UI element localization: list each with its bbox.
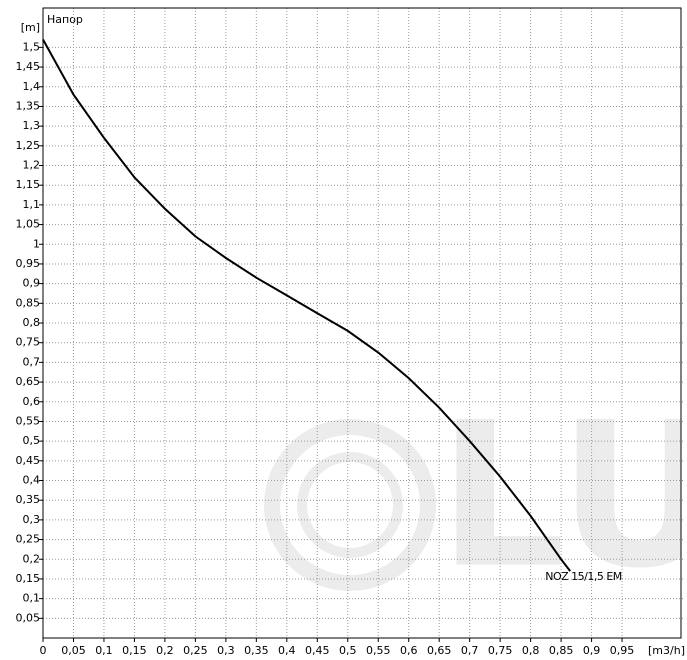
x-tick-label: 0,85 [549,644,574,657]
y-tick-label: 0,65 [16,375,41,388]
x-tick-label: 0,55 [366,644,391,657]
y-tick-label: 0,5 [23,434,41,447]
x-tick-label: 0,4 [278,644,296,657]
y-tick-label: 0,8 [23,316,41,329]
y-axis-label: [m] [21,21,40,34]
x-tick-label: 0,45 [305,644,330,657]
y-tick-label: 1,4 [23,80,41,93]
y-tick-label: 0,55 [16,414,41,427]
plot-frame [42,7,682,639]
y-tick-label: 0,45 [16,454,41,467]
y-tick-label: 1,1 [23,198,41,211]
x-tick-label: 0 [40,644,47,657]
y-tick-label: 0,2 [23,552,41,565]
x-axis-label: [m3/h] [648,644,685,657]
series-label: NOZ 15/1,5 EM [545,570,622,583]
x-tick-label: 0,2 [156,644,174,657]
y-tick-label: 1,25 [16,139,41,152]
y-tick-label: 1,45 [16,60,41,73]
y-tick-label: 0,25 [16,533,41,546]
y-tick-label: 1,05 [16,218,41,231]
y-tick-label: 0,35 [16,493,41,506]
x-tick-label: 0,8 [522,644,540,657]
x-tick-label: 0,7 [461,644,479,657]
y-tick-label: 1,2 [23,159,41,172]
y-tick-label: 1,15 [16,178,41,191]
y-tick-label: 1,5 [23,40,41,53]
watermark-ring [264,419,436,591]
x-tick-label: 0,6 [400,644,418,657]
watermark-ring [297,452,403,558]
x-tick-label: 0,35 [244,644,269,657]
y-tick-label: 1 [33,237,40,250]
chart-title: Напор [47,13,83,26]
y-tick-label: 0,7 [23,355,41,368]
y-tick-label: 1,35 [16,99,41,112]
x-tick-label: 0,1 [95,644,113,657]
x-tick-label: 0,25 [183,644,208,657]
watermark: LUN [438,380,687,613]
x-tick-label: 0,75 [488,644,513,657]
y-tick-label: 0,05 [16,611,41,624]
x-tick-label: 0,95 [610,644,635,657]
x-tick-label: 0,05 [61,644,86,657]
y-tick-label: 0,75 [16,336,41,349]
x-tick-label: 0,5 [339,644,357,657]
y-tick-label: 0,85 [16,296,41,309]
x-tick-label: 0,3 [217,644,235,657]
y-tick-label: 0,9 [23,277,41,290]
x-tick-label: 0,9 [583,644,601,657]
y-tick-label: 1,3 [23,119,41,132]
y-tick-label: 0,1 [23,592,41,605]
y-tick-label: 0,4 [23,474,41,487]
y-tick-label: 0,6 [23,395,41,408]
curve [42,39,571,572]
y-tick-label: 0,95 [16,257,41,270]
y-tick-label: 0,3 [23,513,41,526]
x-tick-label: 0,15 [122,644,147,657]
y-tick-label: 0,15 [16,572,41,585]
x-tick-label: 0,65 [427,644,452,657]
